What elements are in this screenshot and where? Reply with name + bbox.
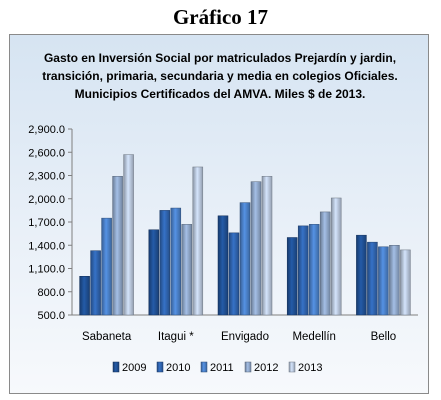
y-tick-label: 1,100.0 [28,264,65,276]
y-tick-label: 500.0 [37,310,65,322]
x-category-label: Itagui * [158,331,194,343]
y-tick-label: 2,600.0 [28,147,65,159]
bar-2012-3 [319,211,331,316]
x-category-label: Medellín [292,331,335,343]
bar-2013-4 [400,249,411,316]
legend-label: 2012 [254,362,278,374]
bar-2010-3 [297,225,309,316]
bar-2013-0 [123,154,134,316]
bar-2013-1 [192,166,204,316]
bar-chart: 2,900.0 2,600.0 2,300.0 2,000.0 1,700.0 1,400… [28,124,418,374]
chart-panel: Gasto en Inversión Social por matriculad… [9,34,429,394]
legend-label: 2013 [298,362,322,374]
x-category-label: Bello [371,331,397,343]
bar-2012-2 [250,181,262,316]
bar-2011-4 [378,246,389,316]
legend-label: 2009 [122,362,146,374]
bar-2009-4 [356,234,367,316]
bar-2010-0 [90,250,101,316]
bar-2013-2 [261,176,273,316]
bar-2011-0 [101,217,112,316]
bar-2010-4 [367,241,378,316]
legend-label: 2011 [210,362,234,374]
bar-2011-3 [308,224,320,316]
bar-2010-2 [228,232,240,316]
bar-2011-1 [170,207,182,316]
chart-title-line-2: transición, primaria, secundaria y media… [42,69,398,83]
bar-2010-1 [159,210,171,316]
y-tick-label: 800.0 [37,287,65,299]
chart-title: Gasto en Inversión Social por matriculad… [20,49,420,103]
x-category-label: Sabaneta [82,331,132,343]
y-tick-label: 2,000.0 [28,194,65,206]
y-tick-label: 1,700.0 [28,217,65,229]
legend-swatch-2010 [156,361,164,373]
bar-2009-1 [148,229,160,316]
y-tick-label: 2,900.0 [28,124,65,136]
chart-title-line-1: Gasto en Inversión Social por matriculad… [43,51,397,65]
y-tick-label: 1,400.0 [28,240,65,252]
legend-swatch-2009 [112,361,120,373]
bar-2013-3 [330,197,342,316]
legend-swatch-2011 [200,361,208,373]
legend-label: 2010 [166,362,190,374]
bar-2009-0 [79,276,90,316]
bar-2012-4 [389,245,400,316]
legend-swatch-2013 [288,361,296,373]
x-category-label: Envigado [221,331,269,343]
legend-swatch-2012 [244,361,252,373]
bar-2009-3 [286,237,298,316]
chart-title-line-3: Municipios Certificados del AMVA. Miles … [74,87,366,101]
bar-2012-1 [181,224,193,316]
bar-2012-0 [112,176,123,316]
bar-2009-2 [217,215,229,316]
y-tick-label: 2,300.0 [28,171,65,183]
bar-2011-2 [239,202,251,316]
page-heading: Gráfico 17 [172,5,269,29]
